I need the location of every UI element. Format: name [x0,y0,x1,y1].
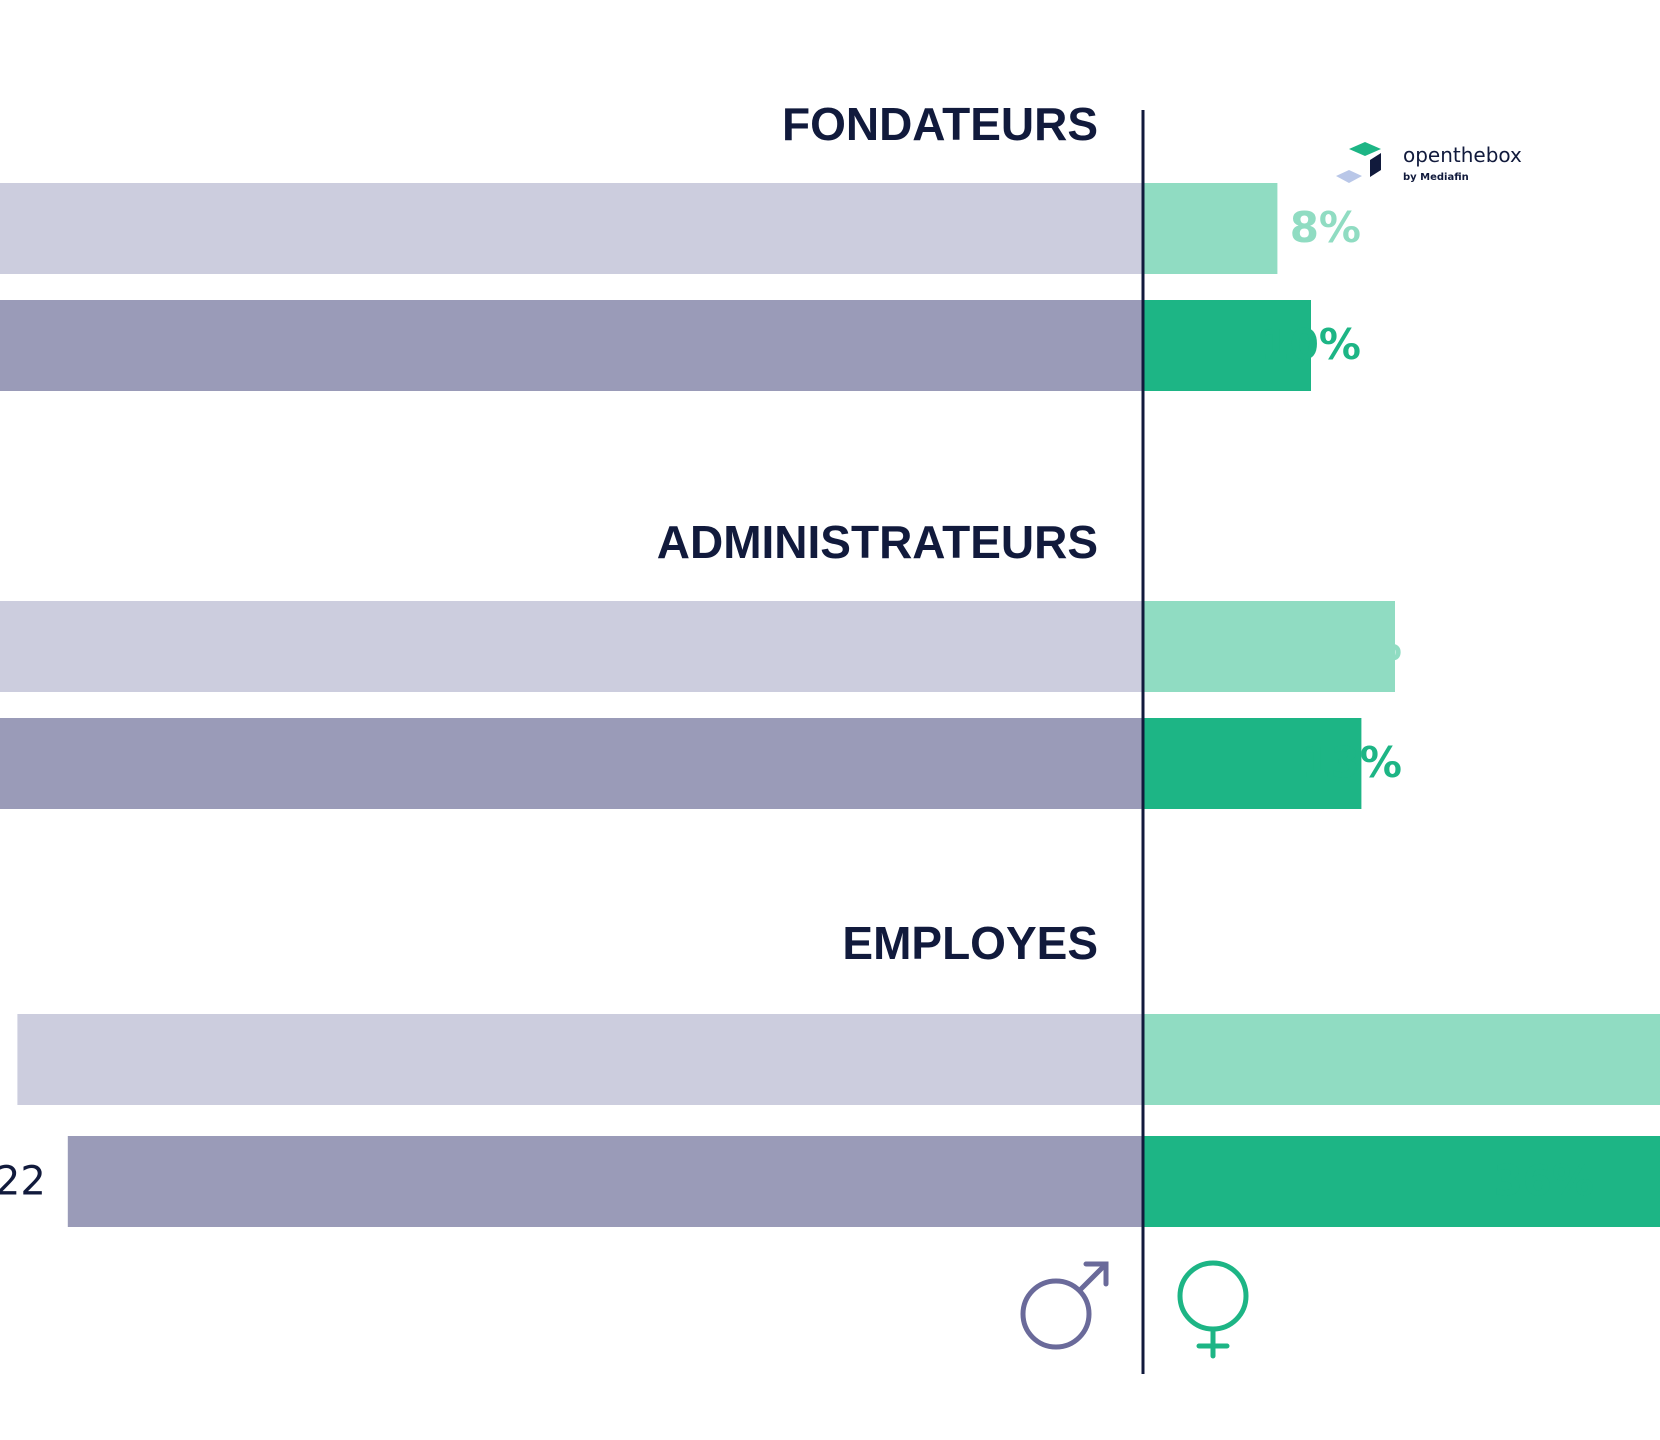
female-bar-fondateurs-2017-2022 [1143,300,1311,391]
value-label-fondateurs-2017-2022: 10% [1260,320,1361,369]
female-bar-administrateurs-2017-2022 [1143,718,1362,809]
value-label-fondateurs-2011-2016: 8% [1290,203,1361,252]
openthebox-logo: openthebox by Mediafin [1336,142,1522,183]
male-symbol-icon [1020,1261,1109,1350]
male-bar-fondateurs-2017-2022 [0,300,1143,391]
section-title-administrateurs: ADMINISTRATEURS [657,516,1098,568]
female-bar-fondateurs-2011-2016 [1143,183,1278,274]
logo-byline: by Mediafin [1403,172,1469,183]
female-symbol-icon [1177,1260,1249,1359]
logo-mark-icon [1336,142,1381,183]
bars-layer [0,183,1660,1227]
logo-wordmark: openthebox [1403,143,1522,167]
section-title-employes: EMPLOYES [842,917,1098,969]
value-label-employes-2011-2016: 33% [1493,1034,1594,1083]
value-label-administrateurs-2011-2016: 15% [1301,621,1402,670]
female-bar-employes-2017-2022 [1143,1136,1660,1227]
labels-layer: FONDATEURS2011-20168%2017-202210%ADMINIS… [0,98,1594,1205]
male-bar-fondateurs-2011-2016 [0,183,1143,274]
period-label-employes-2017-2022: 2017-2022 [0,1159,46,1205]
male-bar-employes-2017-2022 [67,1136,1143,1227]
section-title-fondateurs: FONDATEURS [782,98,1098,150]
value-label-administrateurs-2017-2022: 13% [1301,738,1402,787]
male-bar-employes-2011-2016 [17,1014,1143,1105]
male-bar-administrateurs-2017-2022 [0,718,1143,809]
female-bar-administrateurs-2011-2016 [1143,601,1395,692]
female-bar-employes-2011-2016 [1143,1014,1660,1105]
value-label-employes-2017-2022: 36% [1493,1156,1594,1205]
male-bar-administrateurs-2011-2016 [0,601,1143,692]
